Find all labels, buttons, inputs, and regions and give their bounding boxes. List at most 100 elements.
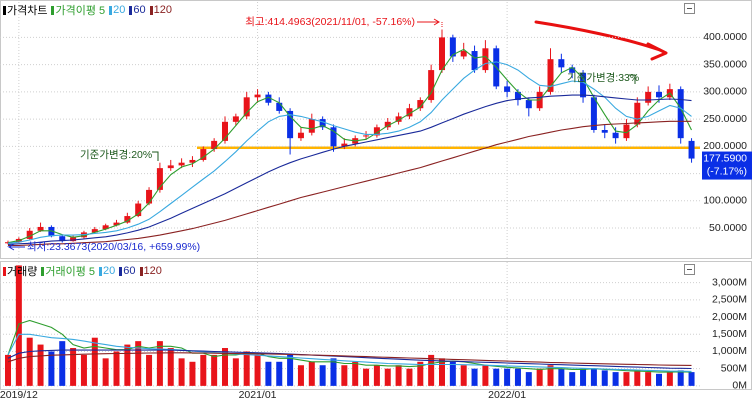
volume-bar [395, 365, 402, 386]
candle-body [395, 116, 402, 122]
candle-body [439, 37, 445, 71]
volume-bar [417, 361, 424, 386]
y-tick-label: 3,000M [712, 276, 747, 288]
candle-body [363, 135, 370, 137]
candle-body [373, 127, 380, 136]
volume-bar [297, 365, 304, 386]
volume-bar [5, 354, 11, 386]
base-change-bracket [629, 74, 636, 84]
candle-body [222, 121, 228, 141]
legend-swatch [3, 266, 6, 276]
volume-bar [471, 368, 478, 386]
y-tick-label: 100.0000 [703, 195, 747, 207]
legend-item[interactable]: 20 [109, 4, 125, 16]
volume-bar [211, 354, 218, 386]
candle-body [189, 159, 196, 163]
volume-bar [558, 368, 565, 386]
base-change-label: 기준가변경:20% [80, 148, 152, 161]
legend-item[interactable]: 거래이평 5 [41, 263, 95, 279]
candle-body [135, 203, 142, 217]
legend-item[interactable]: 60 [129, 4, 146, 16]
y-tick-label: 300.0000 [703, 86, 747, 98]
candle-body [26, 230, 33, 239]
candle-body [113, 222, 120, 226]
low-annotation: 최저:23.3673(2020/03/16, +659.99%) [27, 241, 200, 253]
candle-body [569, 67, 576, 73]
legend-swatch [139, 266, 143, 276]
legend-item[interactable]: 60 [119, 265, 136, 277]
candle-body [308, 119, 315, 133]
base-change-label: 기준가변경:33% [567, 71, 639, 84]
candle-body [178, 162, 185, 166]
panel-icon[interactable] [684, 264, 695, 275]
x-tick-label: 2022/01 [488, 389, 526, 400]
y-tick-label: 350.0000 [703, 58, 747, 70]
legend-item[interactable]: 120 [139, 265, 162, 277]
candle-body [211, 140, 218, 150]
last-price-label: 177.5900 [703, 152, 747, 164]
volume-bar [439, 358, 445, 386]
volume-bar [569, 372, 576, 386]
candle-body [677, 89, 684, 139]
legend-label: 거래량 [7, 266, 38, 278]
candle-body [254, 94, 261, 98]
volume-bar [373, 365, 380, 386]
drawn-arrow [534, 20, 662, 52]
volume-legend: 거래량 거래이평 5 20 60 120 [3, 263, 162, 279]
candle-body [547, 59, 554, 92]
candle-body [623, 124, 630, 139]
candle-body [59, 236, 66, 242]
candle-body [102, 225, 109, 230]
volume-bar [330, 358, 337, 386]
moving-average-line [7, 48, 692, 244]
volume-bar [178, 358, 185, 386]
volume-bar [156, 341, 163, 386]
candle-body [449, 37, 456, 57]
moving-average-line [7, 61, 692, 244]
volume-bar [287, 354, 294, 386]
volume-bar [319, 365, 326, 386]
candle-body [612, 132, 619, 139]
legend-item[interactable]: 거래량 [3, 263, 37, 279]
candle-body [384, 121, 391, 128]
legend-item[interactable]: 가격차트 [3, 2, 47, 18]
legend-swatch [129, 5, 133, 15]
legend-label: 60 [133, 4, 146, 16]
y-tick-label: 1,500M [712, 328, 747, 340]
price-legend: 가격차트 가격이평 5 20 60 120 [3, 2, 172, 18]
candle-body [70, 237, 77, 242]
volume-bar [276, 361, 283, 386]
legend-swatch [109, 5, 113, 15]
volume-bar [428, 354, 435, 386]
candle-body [417, 100, 424, 109]
volume-bar [308, 361, 315, 386]
legend-label: 60 [123, 265, 136, 277]
legend-swatch [119, 266, 123, 276]
legend-item[interactable]: 20 [99, 265, 115, 277]
volume-bar [113, 351, 120, 386]
volume-bar [580, 368, 587, 386]
candle-body [287, 110, 294, 139]
candle-body [558, 59, 565, 68]
volume-bar [612, 372, 619, 386]
candle-body [167, 165, 174, 169]
volume-bar [363, 368, 370, 386]
panel-icon[interactable] [684, 3, 695, 14]
volume-bar [222, 348, 228, 386]
volume-bar [656, 373, 662, 386]
candle-body [688, 140, 695, 159]
candle-body [590, 97, 597, 130]
legend-item[interactable]: 가격이평 5 [51, 2, 105, 18]
volume-bar [91, 337, 98, 386]
y-tick-label: 250.0000 [703, 113, 747, 125]
volume-bar [666, 372, 673, 386]
volume-bar [601, 370, 608, 386]
candle-body [601, 130, 608, 133]
legend-label: 120 [143, 265, 162, 277]
moving-average-line [7, 333, 692, 372]
moving-average-line [7, 319, 692, 373]
legend-item[interactable]: 120 [149, 4, 172, 16]
legend-label: 20 [103, 265, 116, 277]
candle-body [276, 102, 283, 111]
